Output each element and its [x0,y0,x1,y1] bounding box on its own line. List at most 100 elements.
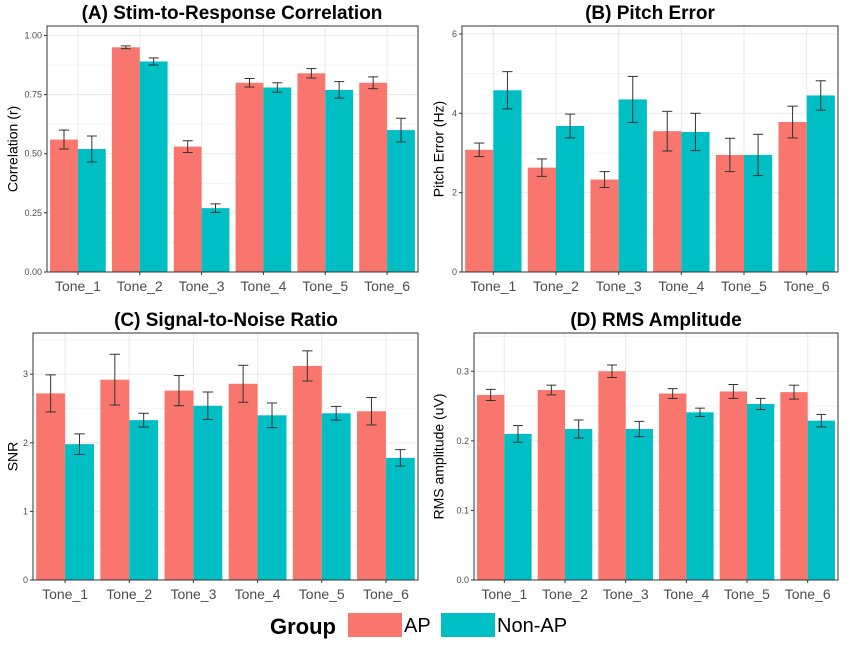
error-bar-non-ap-tone_4 [695,407,705,417]
bar-non-ap-tone_2 [565,429,593,580]
bar-ap-tone_5 [292,365,322,580]
x-tick-label: Tone_5 [302,278,348,294]
bar-ap-tone_6 [780,392,808,580]
error-bar-ap-tone_5 [728,383,739,399]
y-tick-label: 0.0 [456,575,469,585]
chart-panel-2: 0 2 4 6 Tone_1 Tone_2 Tone_3 Tone_4 Tone_5 Tone_6… [431,3,839,294]
bar-non-ap-tone_4 [686,412,714,580]
bar-non-ap-tone_1 [77,149,106,272]
x-tick-label: Tone_3 [170,586,216,602]
error-bar-non-ap-tone_6 [816,413,827,428]
bar-ap-tone_1 [50,139,78,272]
y-tick-label: 0.1 [456,505,469,515]
y-tick-label: 0.25 [24,208,42,218]
error-bar-non-ap-tone_1 [502,71,513,110]
x-tick-label: Tone_1 [470,278,516,294]
y-tick-label: 1.00 [24,30,42,40]
panel-title: (B) Pitch Error [585,3,715,24]
error-bar-non-ap-tone_1 [74,433,85,455]
error-bar-ap-tone_1 [474,142,485,158]
error-bar-ap-tone_6 [789,384,799,400]
error-bar-non-ap-tone_5 [334,81,345,99]
bar-ap-tone_3 [173,146,202,272]
bar-ap-tone_6 [359,82,388,273]
error-bar-non-ap-tone_4 [266,402,278,429]
error-bar-ap-tone_2 [546,384,557,396]
bar-non-ap-tone_3 [201,208,230,272]
bar-non-ap-tone_6 [807,420,835,580]
bar-ap-tone_4 [653,131,682,272]
error-bar-ap-tone_4 [662,110,673,152]
y-tick-label: 2 [23,438,28,448]
x-tick-label: Tone_2 [106,586,152,602]
bar-ap-tone_2 [100,379,130,580]
error-bar-ap-tone_4 [667,388,678,399]
y-tick-label: 0 [23,575,28,585]
x-tick-label: Tone_3 [596,278,642,294]
bar-non-ap-tone_4 [263,87,292,272]
error-bar-ap-tone_6 [368,76,379,90]
error-bar-ap-tone_4 [237,364,249,403]
y-axis-label: RMS amplitude (uV) [431,393,447,519]
error-bar-ap-tone_5 [306,68,317,79]
legend-title: Group [270,614,336,639]
bar-ap-tone_1 [465,149,494,272]
error-bar-non-ap-tone_6 [395,449,406,467]
chart-panel-1: 0.00 0.25 0.50 0.75 1.00 Tone_1 Tone_2 Tone_3 To… [5,3,419,294]
x-tick-label: Tone_3 [179,278,225,294]
x-tick-label: Tone_6 [364,278,410,294]
chart-panel-4: 0.0 0.1 0.2 0.3 Tone_1 Tone_2 Tone_3 Tone_4 Tone… [431,310,839,602]
error-bar-ap-tone_2 [536,158,547,177]
x-tick-label: Tone_5 [724,586,770,602]
bar-non-ap-tone_5 [325,89,354,272]
error-bar-non-ap-tone_3 [202,391,214,420]
panel-border [473,332,839,581]
y-axis-label: SNR [5,442,21,472]
y-tick-label: 3 [23,369,28,379]
panel-background [474,333,838,580]
bar-ap-tone_1 [477,394,505,580]
bar-non-ap-tone_6 [385,457,415,580]
x-tick-label: Tone_3 [603,586,649,602]
y-tick-label: 1 [23,506,28,516]
error-bar-ap-tone_1 [485,388,496,401]
error-bar-non-ap-tone_2 [565,113,576,139]
panel-title: (D) RMS Amplitude [570,310,741,331]
legend-label-ap: AP [404,615,431,637]
x-tick-label: Tone_4 [663,586,709,602]
bar-non-ap-tone_1 [504,433,532,580]
error-bar-non-ap-tone_3 [634,420,645,438]
error-bar-ap-tone_5 [302,350,313,382]
x-tick-label: Tone_1 [481,586,527,602]
error-bar-non-ap-tone_1 [513,425,523,443]
bar-non-ap-tone_3 [618,99,647,272]
y-axis-label: Pitch Error (Hz) [431,101,447,197]
error-bar-ap-tone_2 [109,353,121,406]
x-tick-label: Tone_2 [117,278,163,294]
x-tick-label: Tone_6 [784,278,830,294]
panel-title: (C) Signal-to-Noise Ratio [114,310,338,331]
panel-border [461,25,839,273]
bar-ap-tone_2 [537,390,565,580]
error-bar-non-ap-tone_3 [210,203,221,213]
x-tick-label: Tone_1 [55,278,101,294]
x-tick-label: Tone_1 [42,586,88,602]
bar-non-ap-tone_3 [193,405,223,580]
bar-non-ap-tone_6 [806,95,835,272]
y-tick-label: 0.00 [24,267,42,277]
bar-ap-tone_5 [715,154,744,272]
bar-non-ap-tone_5 [321,413,351,580]
x-tick-label: Tone_6 [785,586,831,602]
bar-ap-tone_2 [111,47,140,273]
error-bar-non-ap-tone_5 [330,405,342,421]
x-tick-label: Tone_6 [363,586,409,602]
error-bar-ap-tone_2 [120,45,131,50]
y-tick-label: 0.3 [456,366,469,376]
y-tick-label: 0.50 [24,149,42,159]
error-bar-ap-tone_1 [45,374,56,413]
bar-non-ap-tone_3 [625,429,653,580]
bar-ap-tone_5 [719,391,747,580]
bar-non-ap-tone_4 [681,131,710,272]
error-bar-non-ap-tone_1 [86,135,97,163]
error-bar-non-ap-tone_4 [272,82,283,93]
